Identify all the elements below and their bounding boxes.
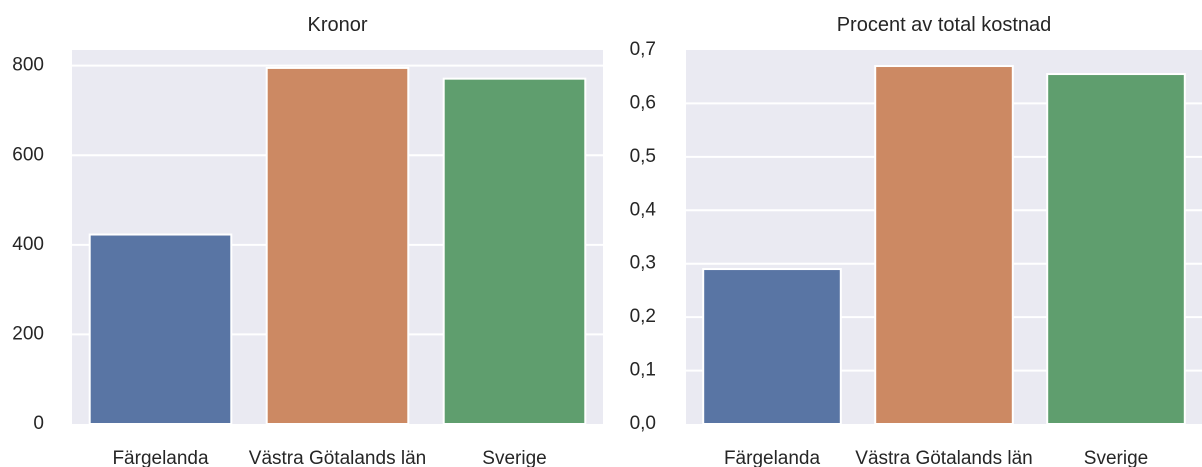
y-tick-label: 400 xyxy=(12,234,44,255)
y-tick-label: 0,7 xyxy=(630,39,656,60)
x-tick-label: Sverige xyxy=(482,448,546,467)
bar-3 xyxy=(1046,73,1186,426)
y-tick-label: 0,0 xyxy=(630,413,656,434)
y-tick-label: 0,1 xyxy=(630,360,656,381)
y-tick-label: 0,5 xyxy=(630,146,656,167)
y-tick-label: 800 xyxy=(12,55,44,76)
y-tick-label: 600 xyxy=(12,144,44,165)
bar-2 xyxy=(265,66,410,425)
y-tick-label: 0,6 xyxy=(630,92,656,113)
bar-2 xyxy=(874,65,1014,426)
chart-title: Kronor xyxy=(307,14,367,36)
y-tick-label: 0,3 xyxy=(630,253,656,274)
x-tick-label: Västra Götalands län xyxy=(249,448,426,467)
chart-panel-0: 0 200 400 600 800 Färgelanda Västra Götalands … xyxy=(12,14,603,467)
bar-1 xyxy=(702,268,842,425)
x-tick-label: Västra Götalands län xyxy=(855,448,1032,467)
bar-3 xyxy=(442,77,587,426)
x-tick-label: Sverige xyxy=(1084,448,1148,467)
x-tick-label: Färgelanda xyxy=(724,448,821,467)
y-tick-label: 0,2 xyxy=(630,306,656,327)
y-tick-label: 200 xyxy=(12,323,44,344)
bar-1 xyxy=(88,233,233,425)
chart-panel-1: 0,0 0,1 0,2 0,3 0,4 0,5 0,6 0,7 Färgelanda Västra… xyxy=(630,14,1202,467)
chart-title: Procent av total kostnad xyxy=(837,14,1052,36)
y-tick-label: 0,4 xyxy=(630,199,657,220)
x-tick-label: Färgelanda xyxy=(112,448,209,467)
y-tick-label: 0 xyxy=(33,413,44,434)
